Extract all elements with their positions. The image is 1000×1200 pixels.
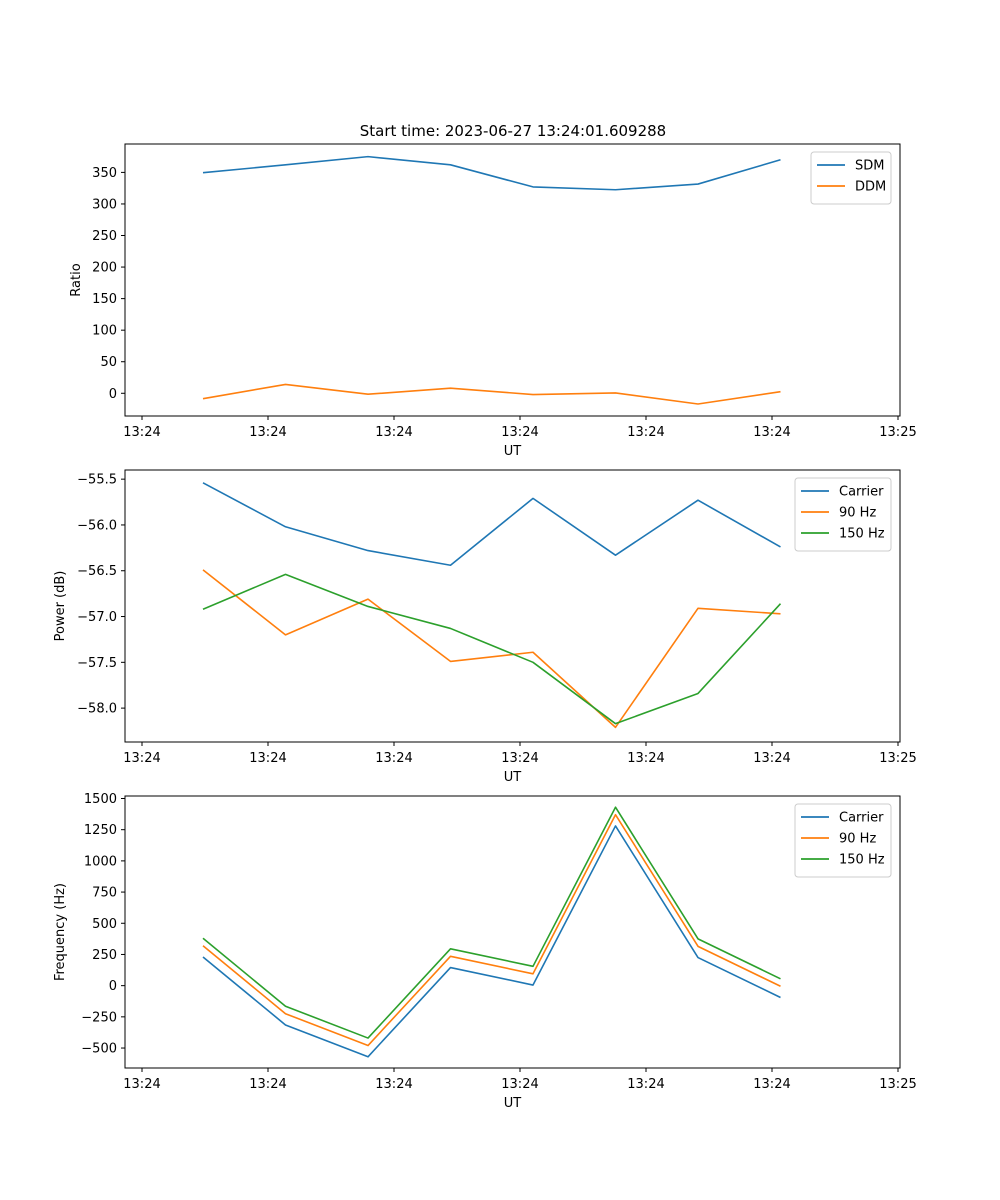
legend-entry: 150 Hz <box>839 853 885 868</box>
subplot-1: 13:24 13:24 13:24 13:24 13:24 13:24 13:25 UT 0 50… <box>69 143 917 459</box>
y-tick-label: −55.5 <box>77 473 117 488</box>
series-line-carrier <box>202 482 781 567</box>
y-axis-label: Ratio <box>69 263 84 296</box>
axes-frame <box>124 143 901 417</box>
x-tick-label: 13:24 <box>249 425 286 440</box>
y-tick-label: 750 <box>92 886 117 901</box>
x-tick-label: 13:24 <box>249 751 286 766</box>
x-tick-label: 13:24 <box>627 1077 664 1092</box>
y-tick-label: −56.0 <box>77 518 117 533</box>
y-tick-label: 0 <box>109 979 117 994</box>
legend-entry: 90 Hz <box>839 832 876 847</box>
x-tick-label: 13:24 <box>375 1077 412 1092</box>
y-tick-label: −57.5 <box>77 656 117 671</box>
legend-entry: SDM <box>855 159 884 174</box>
x-tick-label: 13:24 <box>753 1077 790 1092</box>
legend-entry: 90 Hz <box>839 506 876 521</box>
x-tick-label: 13:24 <box>753 751 790 766</box>
legend-entry: DDM <box>855 180 886 195</box>
x-tick-label: 13:24 <box>627 425 664 440</box>
series-line-150-hz <box>202 573 782 725</box>
x-tick-label: 13:25 <box>879 751 916 766</box>
y-tick-label: 1500 <box>84 792 117 807</box>
y-tick-label: 100 <box>92 324 117 339</box>
series-line-150-hz <box>202 806 781 1039</box>
y-tick-label: 300 <box>92 197 117 212</box>
y-tick-label: 1250 <box>84 823 117 838</box>
legend: Carrier 90 Hz 150 Hz <box>794 477 892 552</box>
y-tick-label: 1000 <box>84 854 117 869</box>
axes-frame <box>124 795 901 1069</box>
y-tick-label: 150 <box>92 292 117 307</box>
y-tick-label: −500 <box>81 1042 117 1057</box>
y-axis-label: Power (dB) <box>53 571 68 642</box>
x-tick-label: 13:24 <box>501 751 538 766</box>
x-tick-label: 13:24 <box>375 425 412 440</box>
x-tick-label: 13:24 <box>375 751 412 766</box>
y-tick-label: −58.0 <box>77 702 117 717</box>
y-tick-label: 200 <box>92 261 117 276</box>
legend-entry: Carrier <box>839 485 884 500</box>
y-tick-label: 350 <box>92 166 117 181</box>
x-tick-label: 13:24 <box>501 1077 538 1092</box>
x-tick-label: 13:24 <box>123 751 160 766</box>
legend-entry: 150 Hz <box>839 527 885 542</box>
x-axis-label: UT <box>504 444 522 459</box>
series-line-90-hz <box>202 569 781 729</box>
legend: SDM DDM <box>810 151 892 205</box>
y-tick-label: 50 <box>100 355 117 370</box>
y-tick-label: −56.5 <box>77 564 117 579</box>
series-line-90-hz <box>202 813 781 1047</box>
subplot-3: 13:24 13:24 13:24 13:24 13:24 13:24 13:25 UT −50… <box>53 792 917 1111</box>
axes-frame <box>124 469 901 743</box>
y-tick-label: 500 <box>92 917 117 932</box>
y-tick-label: −250 <box>81 1010 117 1025</box>
figure-title: Start time: 2023-06-27 13:24:01.609288 <box>360 122 666 140</box>
x-axis-label: UT <box>504 770 522 785</box>
series-line-ddm <box>202 383 781 405</box>
y-tick-label: 250 <box>92 948 117 963</box>
x-tick-label: 13:24 <box>123 1077 160 1092</box>
series-line-sdm <box>202 155 781 191</box>
x-tick-label: 13:24 <box>501 425 538 440</box>
x-tick-label: 13:24 <box>249 1077 286 1092</box>
x-tick-label: 13:24 <box>627 751 664 766</box>
legend: Carrier 90 Hz 150 Hz <box>794 803 892 878</box>
x-tick-label: 13:25 <box>879 1077 916 1092</box>
x-tick-label: 13:24 <box>753 425 790 440</box>
x-axis-label: UT <box>504 1096 522 1111</box>
legend-entry: Carrier <box>839 811 884 826</box>
y-tick-label: 250 <box>92 229 117 244</box>
y-axis-label: Frequency (Hz) <box>53 883 68 981</box>
y-tick-label: −57.0 <box>77 610 117 625</box>
x-tick-label: 13:24 <box>123 425 160 440</box>
y-tick-label: 0 <box>109 387 117 402</box>
subplot-2: 13:24 13:24 13:24 13:24 13:24 13:24 13:25 UT −58… <box>53 469 917 785</box>
series-line-carrier <box>202 825 781 1058</box>
x-tick-label: 13:25 <box>879 425 916 440</box>
